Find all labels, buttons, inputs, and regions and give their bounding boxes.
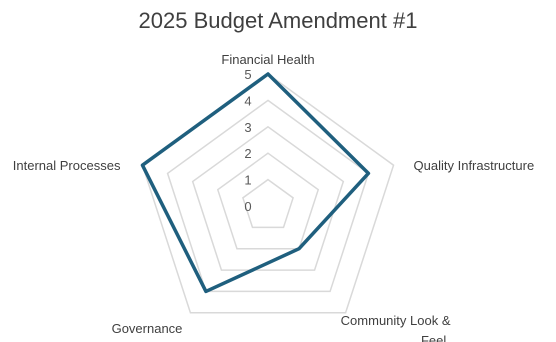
grid-ring-3 — [191, 125, 345, 271]
axis-label-0: Financial Health — [221, 52, 314, 67]
axis-label-3: Governance — [112, 321, 183, 336]
tick-label: 3 — [244, 120, 251, 135]
series-line-0 — [140, 72, 371, 294]
grid-ring-1 — [242, 178, 294, 229]
tick-label: 0 — [244, 199, 251, 214]
grid-ring-2 — [216, 152, 320, 250]
tick-label: 1 — [244, 173, 251, 188]
axis-label-2: Community Look & Feel — [341, 313, 451, 342]
axis-label-4: Internal Processes — [13, 158, 121, 173]
grid-ring-5 — [141, 73, 395, 314]
tick-label: 4 — [244, 93, 251, 108]
series-layer — [140, 72, 371, 294]
tick-labels: 0 1 2 3 4 5 — [244, 67, 251, 214]
grid-ring-4 — [166, 99, 370, 293]
chart-title: 2025 Budget Amendment #1 — [138, 8, 418, 33]
axis-label-1: Quality Infrastructure — [414, 158, 535, 173]
axis-labels: Financial Health Quality Infrastructure Co… — [13, 52, 534, 342]
tick-label: 5 — [244, 67, 251, 82]
radar-grid — [141, 73, 395, 314]
tick-label: 2 — [244, 146, 251, 161]
